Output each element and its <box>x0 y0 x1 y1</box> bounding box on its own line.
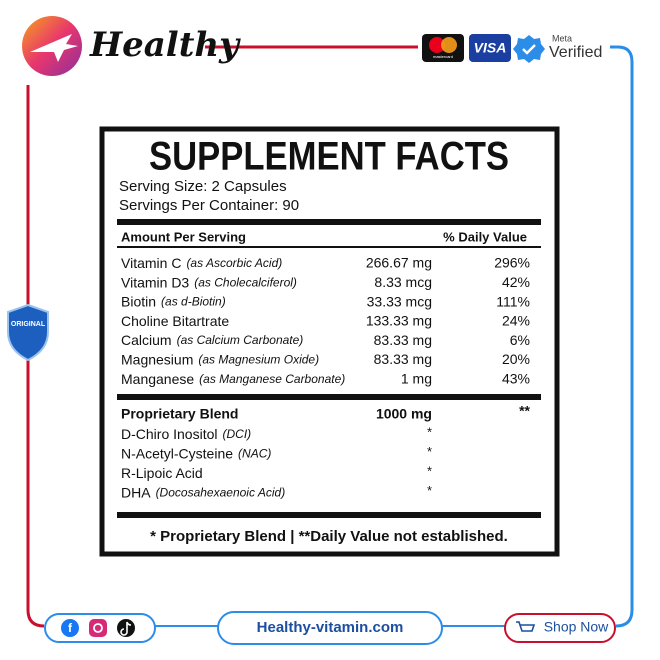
mastercard-circle <box>429 37 445 53</box>
badge-label: ORIGINAL <box>11 321 46 328</box>
ingredient-source: (DCI) <box>222 427 251 441</box>
ingredient: Vitamin C (as Ascorbic Acid) <box>121 255 282 271</box>
amount: 133.33 mg <box>366 313 432 329</box>
serving-size: Serving Size: 2 Capsules <box>119 178 287 195</box>
amount: 266.67 mg <box>366 255 432 271</box>
daily-value: 24% <box>502 313 530 329</box>
original-badge <box>7 303 49 362</box>
daily-value: 6% <box>510 332 530 348</box>
ingredient: Vitamin D3 (as Cholecalciferol) <box>121 274 297 290</box>
ingredient: N-Acetyl-Cysteine (NAC) <box>121 445 271 461</box>
nutrient-rows: Vitamin C (as Ascorbic Acid) 266.67 mg 296%… <box>121 255 530 501</box>
daily-value: 296% <box>494 255 530 271</box>
ingredient: D-Chiro Inositol (DCI) <box>121 426 251 442</box>
rule-thick <box>117 512 541 518</box>
ingredient-source: (as Magnesium Oxide) <box>198 353 319 367</box>
ingredient-name: N-Acetyl-Cysteine <box>121 445 233 461</box>
tiktok-glyph <box>120 621 132 636</box>
ingredient-source: (as Cholecalciferol) <box>194 275 297 289</box>
daily-value: 42% <box>502 274 530 290</box>
brand: Healthy <box>89 25 241 65</box>
ingredient-name: Choline Bitartrate <box>121 313 229 329</box>
ingredient: Biotin (as d-Biotin) <box>121 293 226 309</box>
ingredient: Calcium (as Calcium Carbonate) <box>121 332 303 348</box>
ingredient-source: (as Manganese Carbonate) <box>199 372 345 386</box>
ingredient-name: Calcium <box>121 332 172 348</box>
ingredient-name: Biotin <box>121 293 156 309</box>
ingredient-name: Magnesium <box>121 351 193 367</box>
servings-per-container: Servings Per Container: 90 <box>119 197 299 214</box>
amount: 33.33 mcg <box>367 293 432 309</box>
instagram-glyph <box>93 623 103 633</box>
blend-amount-mark: * <box>427 483 432 498</box>
ingredient-source: (as d-Biotin) <box>161 295 226 309</box>
facts-box <box>99 126 560 557</box>
shop-pill[interactable] <box>504 613 616 643</box>
ingredient-source: (as Calcium Carbonate) <box>177 333 304 347</box>
amount: 83.33 mg <box>374 332 432 348</box>
ingredient-name: D-Chiro Inositol <box>121 426 217 442</box>
rule-thick <box>117 219 541 225</box>
amount: 8.33 mcg <box>374 274 432 290</box>
facebook-icon[interactable] <box>61 619 79 637</box>
ingredient-name: R-Lipoic Acid <box>121 465 203 481</box>
blend-name: Proprietary Blend <box>121 406 238 422</box>
ingredient-source: (as Ascorbic Acid) <box>186 256 282 270</box>
ingredient-name: Vitamin D3 <box>121 274 189 290</box>
ingredient-name: Vitamin C <box>121 255 181 271</box>
ingredient: R-Lipoic Acid <box>121 465 203 481</box>
ingredient: Choline Bitartrate <box>121 313 229 329</box>
column-header: Amount Per Serving <box>121 229 246 244</box>
ingredient-source: (NAC) <box>238 447 271 461</box>
daily-value: 111% <box>496 293 530 309</box>
verified-label: Verified <box>549 44 602 61</box>
ingredient: Magnesium (as Magnesium Oxide) <box>121 351 319 367</box>
daily-value: 20% <box>502 351 530 367</box>
blend-amount: 1000 mg <box>376 406 432 422</box>
instagram-icon[interactable] <box>89 619 107 637</box>
logo-plane <box>30 34 78 62</box>
mastercard-circle <box>441 37 457 53</box>
blend-amount-mark: * <box>427 463 432 478</box>
daily-value: 43% <box>502 371 530 387</box>
column-header: % Daily Value <box>443 229 527 244</box>
cart-icon <box>516 621 536 632</box>
meta-label: Meta <box>552 33 572 43</box>
verified-badge <box>513 35 545 63</box>
ingredient: Manganese (as Manganese Carbonate) <box>121 371 345 387</box>
blend-amount-mark: * <box>427 444 432 459</box>
visa-card <box>469 34 511 62</box>
card-label: mastercard <box>433 54 453 59</box>
website: Healthy-vitamin.com <box>257 619 404 636</box>
ingredient-name: Manganese <box>121 371 194 387</box>
frame-line <box>26 85 45 628</box>
card-label: VISA <box>474 40 507 56</box>
footnote: * Proprietary Blend | **Daily Value not … <box>150 528 508 545</box>
facts-title: SUPPLEMENT FACTS <box>149 135 509 179</box>
rule-thick <box>117 394 541 400</box>
ingredient-source: (Docosahexaenoic Acid) <box>156 486 286 500</box>
amount: 1 mg <box>401 371 432 387</box>
frame-line <box>610 45 634 628</box>
rule-thin <box>117 246 541 248</box>
facebook-glyph: f <box>68 621 73 635</box>
amount: 83.33 mg <box>374 351 432 367</box>
blend-amount-mark: * <box>427 424 432 439</box>
ingredient-name: DHA <box>121 484 151 500</box>
verified-check <box>522 44 536 55</box>
website-pill[interactable] <box>217 611 443 645</box>
shop-now: Shop Now <box>544 619 609 635</box>
ingredient: DHA (Docosahexaenoic Acid) <box>121 484 285 500</box>
blend-dv: ** <box>519 403 530 419</box>
